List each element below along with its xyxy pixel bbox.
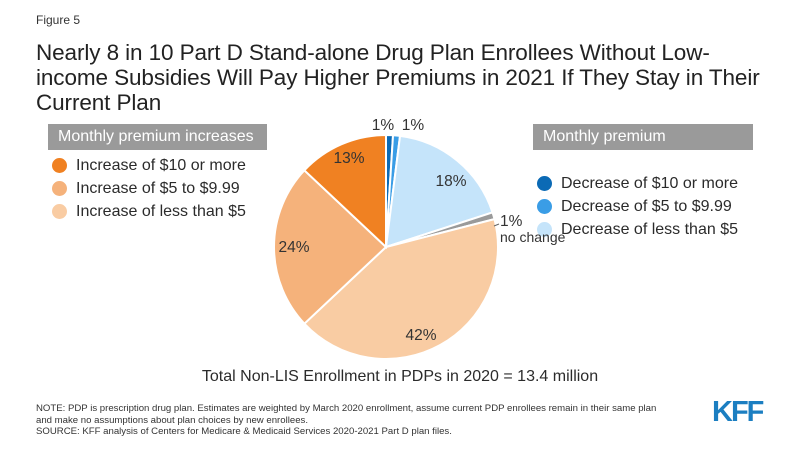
pie-data-label: 13% (333, 150, 364, 167)
pie-data-label: 42% (405, 327, 436, 344)
pie-data-label: 1% (500, 213, 523, 230)
legend-increases: Monthly premium increases Increase of $1… (48, 124, 267, 223)
pie-slice-increase-of-less-than-5 (302, 217, 499, 360)
legend-dot (52, 158, 67, 173)
legend-item-decrease-under-5: Decrease of less than $5 (533, 218, 753, 241)
legend-item-decrease-10-plus: Decrease of $10 or more (533, 172, 753, 195)
legend-label: Decrease of $10 or more (561, 174, 738, 192)
note-line-1: NOTE: PDP is prescription drug plan. Est… (36, 403, 657, 414)
notes: NOTE: PDP is prescription drug plan. Est… (36, 403, 696, 438)
legend-dot (537, 222, 552, 237)
legend-label: Increase of $10 or more (76, 156, 246, 174)
source-line: SOURCE: KFF analysis of Centers for Medi… (36, 426, 452, 437)
figure-label: Figure 5 (36, 13, 81, 27)
legend-item-increase-10-plus: Increase of $10 or more (48, 154, 267, 177)
pie-data-label: 24% (278, 239, 309, 256)
legend-label: Increase of $5 to $9.99 (76, 179, 240, 197)
total-enrollment: Total Non-LIS Enrollment in PDPs in 2020… (201, 368, 599, 385)
pie-data-label-secondary: no change (500, 229, 566, 245)
pie-slice-increase-of-5-to-9-99 (273, 168, 388, 326)
legend-increases-heading: Monthly premium increases (48, 124, 267, 150)
legend-decreases: Monthly premium decreases Decrease of $1… (533, 124, 753, 241)
legend-item-increase-under-5: Increase of less than $5 (48, 200, 267, 223)
legend-label: Increase of less than $5 (76, 202, 246, 220)
leader-line (493, 223, 500, 227)
legend-decreases-heading: Monthly premium decreases (533, 124, 753, 171)
pie-data-label: 1% (402, 117, 425, 134)
legend-dot (537, 199, 552, 214)
pie-slice-decrease-of-less-than-5 (384, 134, 494, 249)
legend-item-increase-5-to-9: Increase of $5 to $9.99 (48, 177, 267, 200)
legend-label: Decrease of $5 to $9.99 (561, 197, 732, 215)
pie-slice-increase-of-10-or-more (302, 133, 387, 250)
pie-data-label: 18% (435, 173, 466, 190)
legend-dot (537, 176, 552, 191)
legend-dot (52, 181, 67, 196)
legend-item-decrease-5-to-9: Decrease of $5 to $9.99 (533, 195, 753, 218)
kff-logo: KFF (712, 396, 764, 428)
note-line-2: and make no assumptions about plan choic… (36, 414, 308, 426)
legend-label: Decrease of less than $5 (561, 220, 738, 238)
legend-dot (52, 204, 67, 219)
pie-data-label: 1% (372, 117, 395, 134)
chart-title: Nearly 8 in 10 Part D Stand-alone Drug P… (36, 40, 760, 115)
